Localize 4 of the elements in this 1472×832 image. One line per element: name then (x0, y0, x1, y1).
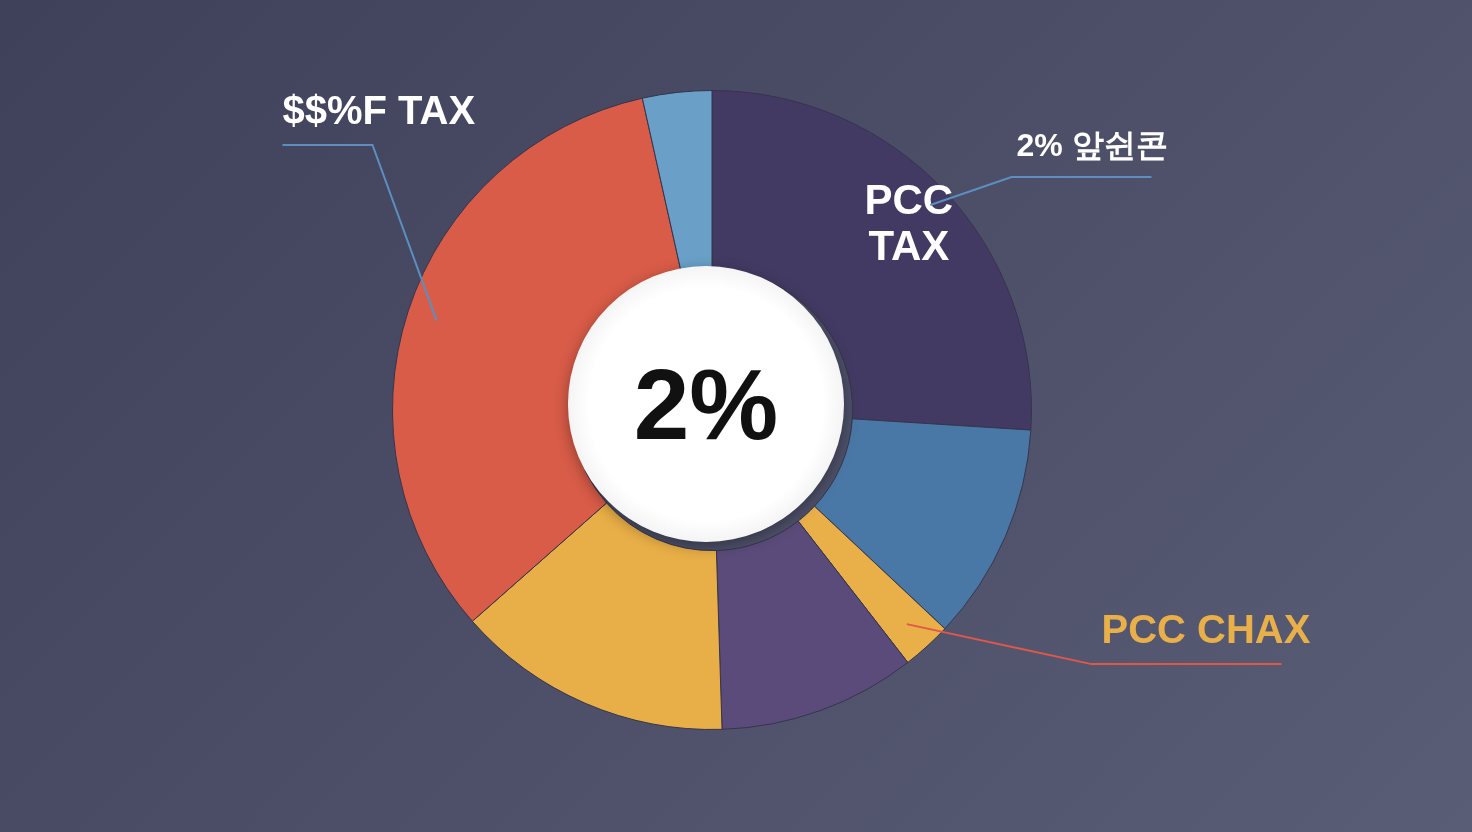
slice-label: PCC CHAX (1101, 607, 1311, 652)
slice-label: PCC TAX (864, 175, 954, 269)
text: 2% 앞쉰콘 (1016, 126, 1168, 163)
slice-label: $$%F TAX (282, 88, 476, 133)
